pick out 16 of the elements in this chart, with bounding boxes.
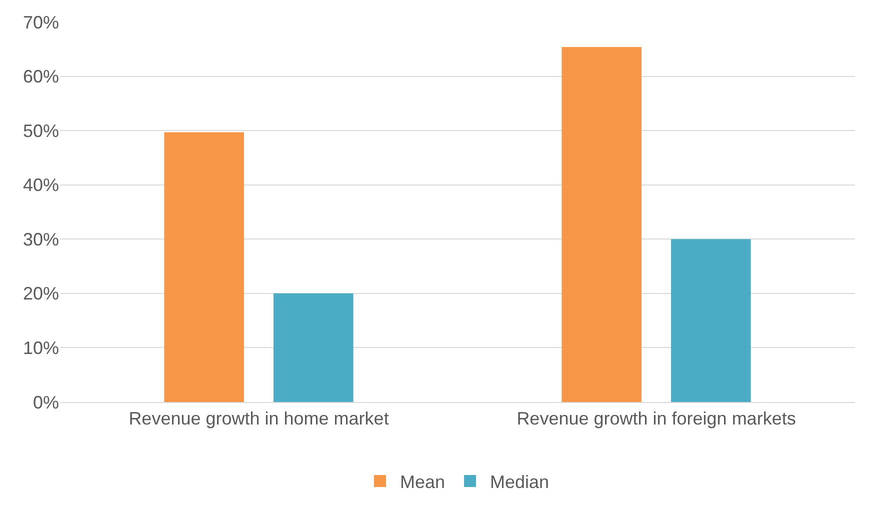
legend-label: Median (490, 472, 550, 492)
y-tick-label: 30% (22, 229, 59, 250)
legend-label: Mean (400, 472, 446, 492)
y-tick-label: 70% (22, 12, 59, 32)
x-tick-label: Revenue growth in home market (128, 408, 389, 429)
bar (274, 293, 354, 402)
y-tick-label: 60% (22, 66, 59, 87)
y-tick-label: 20% (22, 284, 59, 304)
x-tick-label: Revenue growth in foreign markets (516, 408, 796, 429)
bar (562, 46, 642, 402)
y-tick-label: 40% (22, 175, 59, 196)
y-tick-label: 50% (22, 120, 59, 141)
y-tick-label: 10% (22, 338, 59, 358)
y-tick-label: 0% (32, 392, 59, 412)
bar (164, 132, 244, 402)
bar (671, 239, 751, 402)
